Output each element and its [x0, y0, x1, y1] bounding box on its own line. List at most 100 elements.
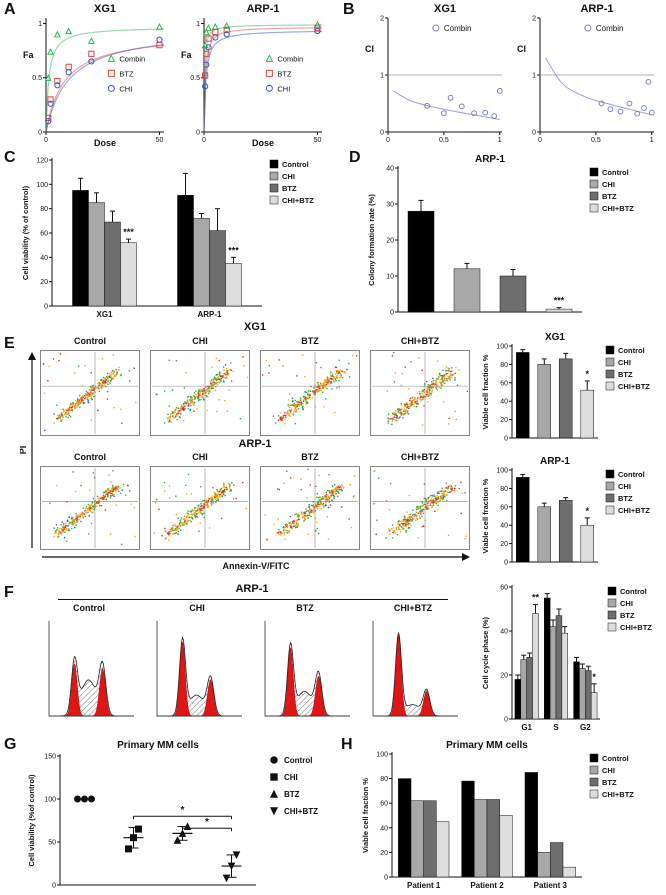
- svg-text:Patient 3: Patient 3: [534, 881, 568, 890]
- svg-text:0: 0: [538, 137, 542, 144]
- svg-text:ARP-1: ARP-1: [475, 154, 505, 165]
- svg-text:BTZ: BTZ: [602, 192, 617, 201]
- cycle-col-label-chibtz: CHI+BTZ: [393, 603, 433, 613]
- svg-text:Cell viability (% of control): Cell viability (% of control): [21, 185, 30, 280]
- svg-text:Control: Control: [618, 346, 645, 355]
- svg-text:150: 150: [44, 754, 56, 761]
- svg-text:10: 10: [386, 274, 394, 281]
- panel-label-a: A: [4, 1, 16, 18]
- svg-text:Patient 2: Patient 2: [470, 881, 504, 890]
- svg-text:Dose: Dose: [252, 138, 274, 148]
- svg-text:Control: Control: [602, 754, 629, 763]
- svg-text:0: 0: [384, 875, 388, 882]
- pi-axis-arrow: PI: [18, 350, 36, 550]
- svg-text:Primary MM cells: Primary MM cells: [117, 740, 199, 751]
- flow-plot-arp1-chi: [150, 466, 250, 550]
- cycle-col-label-btz: BTZ: [296, 603, 314, 613]
- svg-text:Annexin-V/FITC: Annexin-V/FITC: [223, 561, 290, 571]
- svg-text:0: 0: [386, 137, 390, 144]
- svg-text:Colony formation rate (%): Colony formation rate (%): [367, 194, 376, 286]
- flow-plot-xg1-chibtz: [370, 350, 470, 436]
- svg-text:1: 1: [532, 73, 536, 80]
- flow-plot-arp1-btz: [260, 466, 360, 550]
- svg-text:0: 0: [380, 130, 384, 137]
- svg-text:100: 100: [496, 468, 508, 475]
- flow-plot-arp1-control: [40, 466, 140, 550]
- svg-text:Control: Control: [618, 470, 645, 479]
- svg-text:CHI: CHI: [119, 84, 132, 93]
- svg-text:0.5: 0.5: [32, 75, 42, 82]
- svg-text:ARP-1: ARP-1: [197, 310, 222, 319]
- svg-text:0: 0: [532, 130, 536, 137]
- svg-text:0: 0: [202, 137, 206, 144]
- svg-text:0: 0: [52, 883, 56, 890]
- svg-text:BTZ: BTZ: [618, 494, 633, 503]
- svg-text:60: 60: [500, 504, 508, 511]
- svg-text:40: 40: [500, 523, 508, 530]
- svg-text:80: 80: [500, 362, 508, 369]
- svg-text:XG1: XG1: [96, 310, 113, 319]
- chart-cell-viability-bars: 0 20 40 60 80 100 120 Cell viability (% of cont…: [16, 150, 342, 322]
- flow-plot-xg1-chi: [150, 350, 250, 436]
- flow-col-label-btz: BTZ: [301, 336, 319, 346]
- svg-text:XG1: XG1: [94, 3, 116, 15]
- chart-viable-fraction-arp1: 0 20 40 60 80 100 Viable cell fraction % ARP-1 *…: [478, 452, 662, 570]
- flow-col-label-chi: CHI: [192, 336, 208, 346]
- svg-text:***: ***: [123, 227, 134, 237]
- chart-primary-mm-dotplot: 0 50 100 150 Cell viability (%of control) Pri…: [16, 736, 342, 893]
- svg-text:Combin: Combin: [119, 54, 145, 63]
- svg-text:0: 0: [44, 137, 48, 144]
- chart-ci-arp1: 0 1 2 0 0.5 1 ARP-1 CI Combin: [514, 2, 662, 148]
- svg-text:0: 0: [44, 304, 48, 311]
- svg-text:BTZ: BTZ: [618, 370, 633, 379]
- svg-text:0: 0: [38, 130, 42, 137]
- flow-col-label-chi-2: CHI: [192, 452, 208, 462]
- svg-text:*: *: [205, 817, 209, 828]
- svg-text:1: 1: [498, 137, 502, 144]
- svg-text:BTZ: BTZ: [620, 611, 635, 620]
- svg-text:50: 50: [48, 840, 56, 847]
- panel-label-d: D: [349, 149, 361, 166]
- svg-text:Cell viability (%of control): Cell viability (%of control): [27, 774, 36, 867]
- svg-text:0: 0: [504, 560, 508, 567]
- svg-text:Viable cell fraction %: Viable cell fraction %: [361, 778, 370, 853]
- svg-text:0.5: 0.5: [591, 137, 601, 144]
- svg-text:CHI+BTZ: CHI+BTZ: [602, 204, 634, 213]
- svg-text:20: 20: [386, 238, 394, 245]
- svg-text:100: 100: [36, 182, 48, 189]
- svg-text:60: 60: [380, 801, 388, 808]
- svg-text:ARP-1: ARP-1: [540, 456, 570, 467]
- svg-text:*: *: [585, 369, 589, 379]
- svg-text:40: 40: [380, 825, 388, 832]
- svg-text:Fa: Fa: [181, 50, 192, 60]
- svg-text:CHI: CHI: [602, 766, 615, 775]
- chart-dose-response-arp1: 0 0.5 1 0 50 ARP-1 Fa Dose Combin BTZ CHI: [178, 2, 328, 148]
- flow-plot-xg1-btz: [260, 350, 360, 436]
- panel-label-c: C: [4, 149, 16, 166]
- svg-text:BTZ: BTZ: [282, 184, 297, 193]
- svg-text:CHI+BTZ: CHI+BTZ: [618, 382, 650, 391]
- cycle-title-underline: [58, 599, 448, 600]
- svg-text:0.5: 0.5: [439, 137, 449, 144]
- svg-text:20: 20: [500, 417, 508, 424]
- svg-text:G1: G1: [521, 723, 532, 732]
- svg-text:1: 1: [38, 21, 42, 28]
- svg-text:100: 100: [376, 752, 388, 759]
- svg-text:CHI+BTZ: CHI+BTZ: [602, 790, 634, 799]
- svg-text:100: 100: [496, 344, 508, 351]
- flow-col-label-chibtz: CHI+BTZ: [400, 336, 440, 346]
- svg-text:2: 2: [532, 16, 536, 23]
- svg-text:CHI+BTZ: CHI+BTZ: [620, 623, 652, 632]
- svg-text:BTZ: BTZ: [119, 69, 134, 78]
- svg-text:Control: Control: [282, 160, 309, 169]
- panel-label-e: E: [4, 335, 15, 352]
- svg-text:Combin: Combin: [444, 24, 472, 33]
- cycle-title: ARP-1: [235, 583, 269, 595]
- svg-text:0.5: 0.5: [190, 75, 200, 82]
- cycle-col-label-chi: CHI: [189, 603, 205, 613]
- chart-dose-response-xg1: 0 0.5 1 0 50 XG1 Fa Dose Combin BTZ CHI: [20, 2, 170, 148]
- flow-col-label-control: Control: [74, 336, 106, 346]
- svg-text:100: 100: [44, 797, 56, 804]
- svg-text:CHI: CHI: [620, 599, 633, 608]
